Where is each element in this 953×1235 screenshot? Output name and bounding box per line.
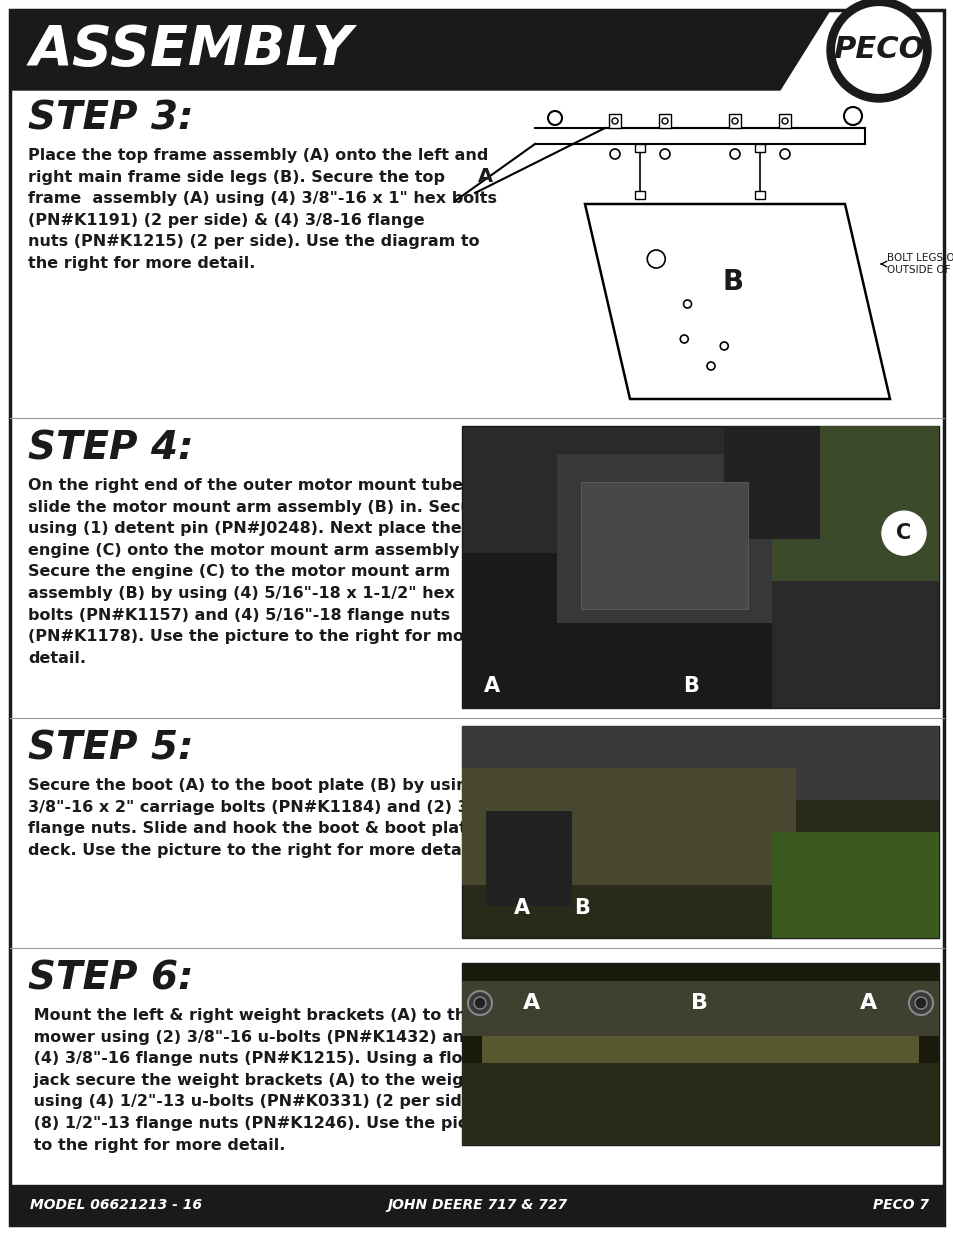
FancyBboxPatch shape bbox=[754, 191, 764, 199]
Circle shape bbox=[706, 362, 714, 370]
Circle shape bbox=[468, 990, 492, 1015]
Text: On the right end of the outer motor mount tube (A)
slide the motor mount arm ass: On the right end of the outer motor moun… bbox=[28, 478, 497, 666]
FancyBboxPatch shape bbox=[728, 114, 740, 128]
Circle shape bbox=[646, 249, 664, 268]
Text: A: A bbox=[860, 993, 877, 1013]
FancyBboxPatch shape bbox=[461, 768, 795, 885]
Text: STEP 5:: STEP 5: bbox=[28, 730, 193, 768]
Text: A: A bbox=[523, 993, 540, 1013]
Text: Mount the left & right weight brackets (A) to the
 mower using (2) 3/8"-16 u-bol: Mount the left & right weight brackets (… bbox=[28, 1008, 518, 1152]
FancyBboxPatch shape bbox=[461, 553, 771, 708]
FancyBboxPatch shape bbox=[481, 999, 918, 1091]
FancyBboxPatch shape bbox=[779, 114, 790, 128]
Polygon shape bbox=[584, 204, 889, 399]
Circle shape bbox=[843, 107, 862, 125]
FancyBboxPatch shape bbox=[10, 1186, 943, 1225]
Text: C: C bbox=[896, 524, 911, 543]
Text: MODEL 06621213 - 16: MODEL 06621213 - 16 bbox=[30, 1198, 202, 1212]
Circle shape bbox=[659, 149, 669, 159]
FancyBboxPatch shape bbox=[485, 811, 571, 906]
Text: B: B bbox=[574, 898, 589, 918]
Circle shape bbox=[832, 4, 924, 96]
Circle shape bbox=[612, 119, 618, 124]
Circle shape bbox=[731, 119, 738, 124]
Text: PECO 7: PECO 7 bbox=[872, 1198, 928, 1212]
Circle shape bbox=[914, 997, 926, 1009]
Text: BOLT LEGS ON
OUTSIDE OF FRAME: BOLT LEGS ON OUTSIDE OF FRAME bbox=[886, 253, 953, 275]
Circle shape bbox=[474, 997, 485, 1009]
Text: A: A bbox=[514, 898, 530, 918]
Circle shape bbox=[720, 342, 727, 350]
FancyBboxPatch shape bbox=[461, 726, 938, 800]
Circle shape bbox=[679, 335, 687, 343]
Circle shape bbox=[780, 149, 789, 159]
Text: STEP 4:: STEP 4: bbox=[28, 430, 193, 468]
Circle shape bbox=[547, 111, 561, 125]
FancyBboxPatch shape bbox=[608, 114, 620, 128]
Text: A: A bbox=[476, 167, 492, 185]
FancyBboxPatch shape bbox=[461, 726, 938, 939]
FancyBboxPatch shape bbox=[754, 144, 764, 152]
Text: B: B bbox=[682, 676, 699, 697]
FancyBboxPatch shape bbox=[723, 426, 938, 582]
FancyBboxPatch shape bbox=[461, 963, 938, 1145]
Text: STEP 6:: STEP 6: bbox=[28, 960, 193, 998]
FancyBboxPatch shape bbox=[771, 832, 938, 939]
Circle shape bbox=[826, 0, 930, 103]
Text: Secure the boot (A) to the boot plate (B) by using (2)
3/8"-16 x 2" carriage bol: Secure the boot (A) to the boot plate (B… bbox=[28, 778, 537, 858]
FancyBboxPatch shape bbox=[659, 114, 670, 128]
Circle shape bbox=[908, 990, 932, 1015]
FancyBboxPatch shape bbox=[723, 426, 819, 538]
Text: STEP 3:: STEP 3: bbox=[28, 100, 193, 138]
Text: Place the top frame assembly (A) onto the left and
right main frame side legs (B: Place the top frame assembly (A) onto th… bbox=[28, 148, 497, 270]
Text: ASSEMBLY: ASSEMBLY bbox=[30, 23, 353, 77]
FancyBboxPatch shape bbox=[461, 1063, 938, 1145]
FancyBboxPatch shape bbox=[10, 10, 943, 1225]
Text: JOHN DEERE 717 & 727: JOHN DEERE 717 & 727 bbox=[387, 1198, 566, 1212]
Polygon shape bbox=[10, 10, 829, 90]
Circle shape bbox=[661, 119, 667, 124]
FancyBboxPatch shape bbox=[635, 144, 644, 152]
Circle shape bbox=[609, 149, 619, 159]
FancyBboxPatch shape bbox=[557, 454, 771, 624]
Text: B: B bbox=[721, 268, 742, 296]
Circle shape bbox=[682, 300, 691, 308]
FancyBboxPatch shape bbox=[635, 191, 644, 199]
FancyBboxPatch shape bbox=[461, 426, 938, 708]
FancyBboxPatch shape bbox=[461, 981, 938, 1036]
Circle shape bbox=[781, 119, 787, 124]
Text: PECO: PECO bbox=[832, 36, 923, 64]
Circle shape bbox=[882, 511, 925, 556]
Circle shape bbox=[729, 149, 740, 159]
Text: A: A bbox=[483, 676, 499, 697]
FancyBboxPatch shape bbox=[580, 483, 747, 609]
Text: B: B bbox=[691, 993, 708, 1013]
